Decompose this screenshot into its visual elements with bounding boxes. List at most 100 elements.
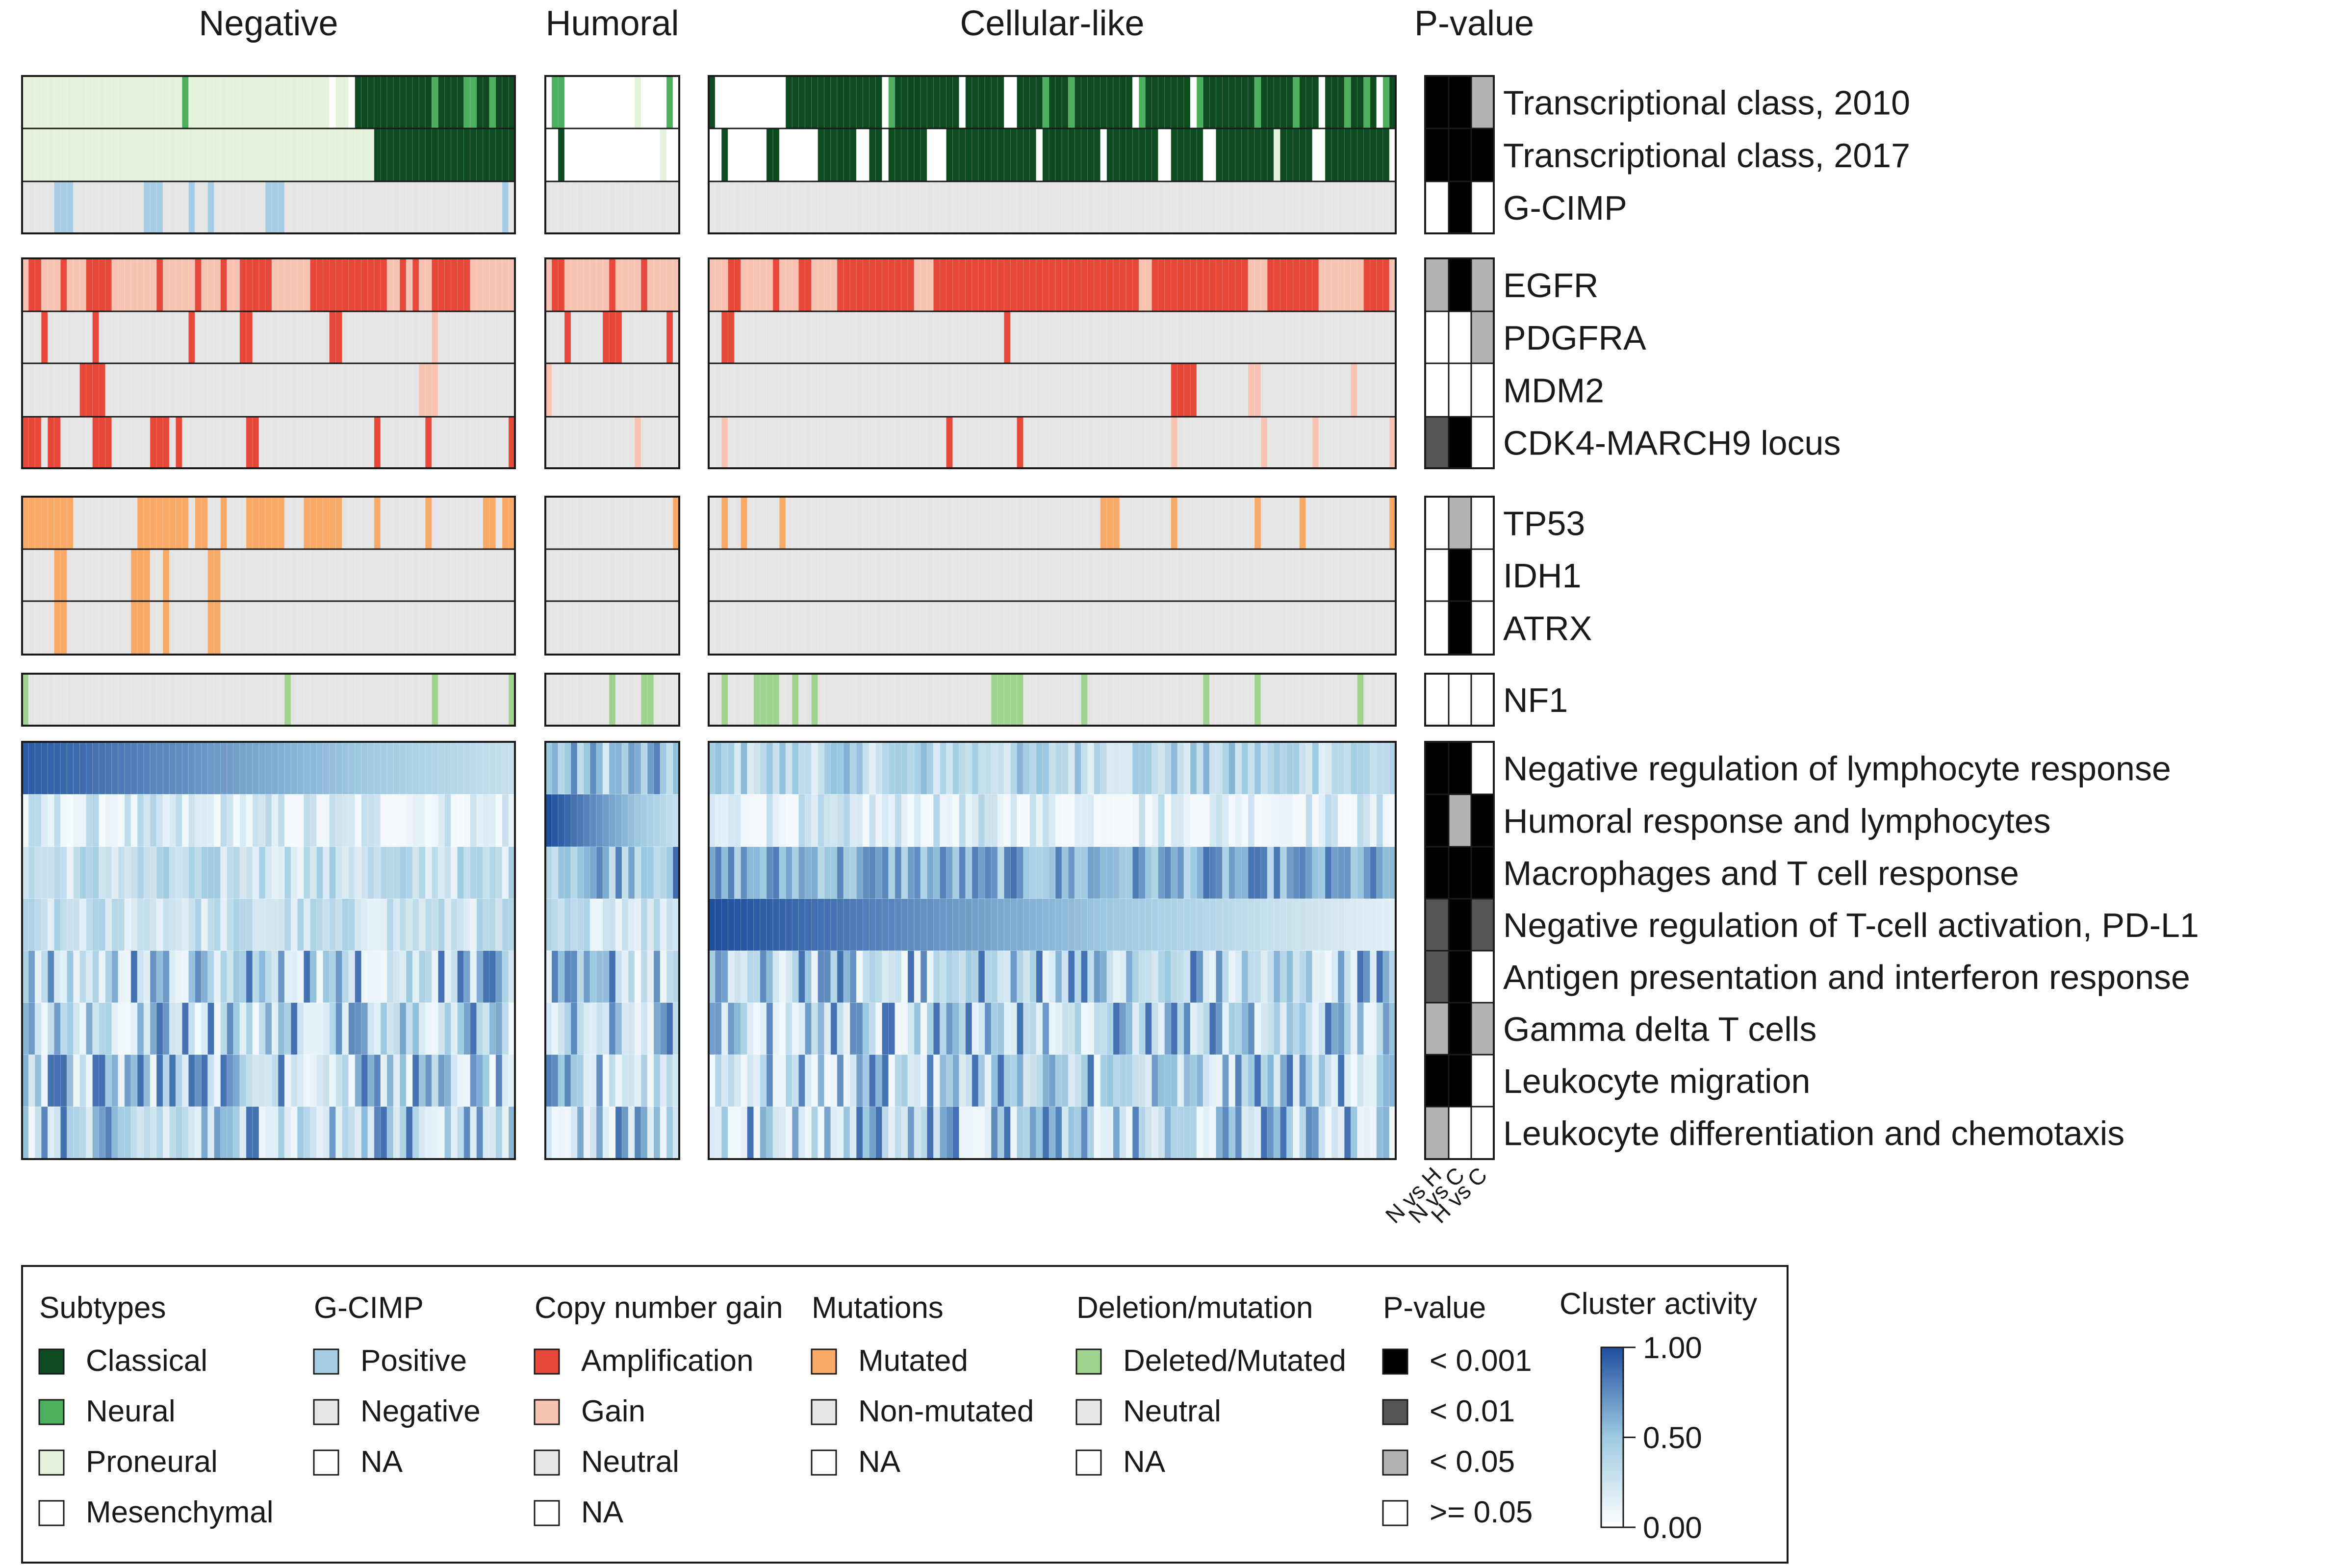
heat-cell-atrx-h-8 [589,601,597,655]
heat-cell-egfr-n-12 [92,258,100,312]
heat-cell-leukocyte-migration-n-59 [393,1054,401,1107]
heat-cell-idh1-c-93 [1299,549,1306,602]
heat-cell-cdk4-march9-locus-n-33 [227,416,234,469]
heat-cell-atrx-n-16 [118,601,125,655]
pvalue-cell-gamma-delta-t-cells-n-vs-c [1448,1002,1472,1056]
heat-cell-idh1-n-12 [92,549,100,602]
heat-cell-mdm2-n-7 [60,363,68,417]
colorbar-tick-label-2: 0.50 [1643,1421,1702,1455]
heat-cell-transcriptional-class-2017-c-100 [1344,128,1352,182]
heat-cell-leukocyte-differentiation-and-chemotaxis-c-63 [1106,1106,1114,1160]
heat-cell-humoral-response-and-lymphocytes-c-70 [1151,794,1159,847]
heat-cell-negative-regulation-of-lymphocyte-response-c-104 [1370,741,1377,795]
heat-cell-macrophages-and-t-cell-response-n-13 [99,846,106,899]
heat-cell-cdk4-march9-locus-n-45 [303,416,311,469]
heat-cell-egfr-c-75 [1183,258,1191,312]
heat-cell-gamma-delta-t-cells-h-20 [666,1002,674,1055]
heat-cell-transcriptional-class-2017-c-6 [740,128,748,182]
heat-cell-tp53-n-63 [418,496,426,550]
heat-cell-idh1-n-32 [220,549,228,602]
heat-cell-antigen-presentation-and-interferon-response-c-4 [727,950,735,1003]
heat-cell-transcriptional-class-2017-n-24 [169,128,177,182]
heat-cell-macrophages-and-t-cell-response-n-4 [41,846,49,899]
heat-cell-tp53-c-27 [875,496,883,550]
heat-cell-atrx-n-2 [28,601,36,655]
heat-cell-cdk4-march9-locus-n-18 [130,416,138,469]
heat-cell-gamma-delta-t-cells-c-101 [1350,1002,1358,1055]
heat-cell-negative-regulation-of-lymphocyte-response-c-15 [798,741,806,795]
heat-cell-macrophages-and-t-cell-response-n-7 [60,846,68,899]
heat-cell-leukocyte-differentiation-and-chemotaxis-c-51 [1029,1106,1037,1160]
heat-cell-antigen-presentation-and-interferon-response-c-106 [1382,950,1390,1003]
heat-cell-leukocyte-differentiation-and-chemotaxis-c-79 [1209,1106,1217,1160]
heat-cell-tp53-c-32 [907,496,915,550]
heat-cell-egfr-n-50 [335,258,343,312]
heat-cell-tp53-c-79 [1209,496,1217,550]
heat-cell-transcriptional-class-2017-n-49 [329,128,336,182]
heat-cell-negative-regulation-of-t-cell-activation-pd-l1-c-26 [869,898,876,951]
heat-cell-humoral-response-and-lymphocytes-n-64 [425,794,433,847]
heat-cell-humoral-response-and-lymphocytes-c-74 [1177,794,1185,847]
heat-cell-transcriptional-class-2017-c-78 [1202,128,1210,182]
heat-cell-nf1-n-29 [201,673,208,726]
heat-cell-nf1-n-43 [290,673,298,726]
heat-cell-leukocyte-differentiation-and-chemotaxis-n-71 [470,1106,477,1160]
heat-cell-nf1-n-50 [335,673,343,726]
heat-cell-negative-regulation-of-lymphocyte-response-c-13 [785,741,793,795]
heat-cell-cdk4-march9-locus-c-70 [1151,416,1159,469]
heat-cell-atrx-n-68 [450,601,458,655]
heat-cell-g-cimp-c-50 [1023,181,1030,234]
heat-cell-leukocyte-migration-c-4 [727,1054,735,1107]
heat-cell-cdk4-march9-locus-h-5 [570,416,578,469]
heat-cell-antigen-presentation-and-interferon-response-c-78 [1202,950,1210,1003]
heat-cell-g-cimp-c-66 [1125,181,1133,234]
heat-cell-mdm2-n-59 [393,363,401,417]
heat-cell-humoral-response-and-lymphocytes-n-32 [220,794,228,847]
heat-cell-pdgfra-n-74 [489,311,496,364]
heat-cell-gamma-delta-t-cells-c-4 [727,1002,735,1055]
heat-cell-negative-regulation-of-lymphocyte-response-h-13 [621,741,629,795]
heat-cell-antigen-presentation-and-interferon-response-c-62 [1100,950,1107,1003]
heat-cell-transcriptional-class-2010-c-72 [1164,76,1172,129]
heat-cell-negative-regulation-of-t-cell-activation-pd-l1-c-2 [715,898,722,951]
heat-cell-pdgfra-n-3 [34,311,42,364]
heat-cell-pdgfra-c-36 [933,311,941,364]
heat-cell-egfr-c-66 [1125,258,1133,312]
heat-cell-leukocyte-migration-c-86 [1254,1054,1262,1107]
heat-cell-negative-regulation-of-lymphocyte-response-c-99 [1337,741,1345,795]
heat-cell-transcriptional-class-2010-n-40 [271,76,279,129]
heat-cell-humoral-response-and-lymphocytes-c-104 [1370,794,1377,847]
heat-cell-nf1-n-75 [495,673,503,726]
heat-cell-leukocyte-differentiation-and-chemotaxis-h-17 [647,1106,655,1160]
heat-cell-antigen-presentation-and-interferon-response-n-72 [476,950,484,1003]
heat-cell-g-cimp-c-80 [1215,181,1223,234]
heat-cell-antigen-presentation-and-interferon-response-n-21 [150,950,157,1003]
heat-cell-nf1-c-40 [959,673,966,726]
heat-cell-pdgfra-n-61 [406,311,413,364]
heat-cell-leukocyte-differentiation-and-chemotaxis-n-63 [418,1106,426,1160]
heat-cell-gamma-delta-t-cells-c-75 [1183,1002,1191,1055]
heat-cell-antigen-presentation-and-interferon-response-h-19 [660,950,667,1003]
heat-cell-humoral-response-and-lymphocytes-c-96 [1318,794,1326,847]
heat-cell-gamma-delta-t-cells-n-14 [105,1002,112,1055]
heat-cell-negative-regulation-of-t-cell-activation-pd-l1-c-56 [1061,898,1069,951]
heat-cell-atrx-c-10 [766,601,774,655]
heat-cell-atrx-n-66 [437,601,445,655]
heat-cell-atrx-n-29 [201,601,208,655]
heat-cell-transcriptional-class-2017-n-72 [476,128,484,182]
heat-cell-nf1-c-49 [1016,673,1024,726]
heat-cell-transcriptional-class-2010-c-47 [1003,76,1011,129]
heat-cell-atrx-c-71 [1158,601,1165,655]
pvalue-cell-idh1-n-vs-c [1448,548,1472,602]
heat-cell-transcriptional-class-2017-n-65 [431,128,439,182]
heat-cell-negative-regulation-of-t-cell-activation-pd-l1-h-18 [653,898,661,951]
heat-cell-negative-regulation-of-t-cell-activation-pd-l1-c-32 [907,898,915,951]
heat-cell-egfr-h-2 [551,258,559,312]
heat-cell-mdm2-n-6 [53,363,61,417]
heat-cell-idh1-c-99 [1337,549,1345,602]
heat-cell-egfr-h-8 [589,258,597,312]
heat-cell-antigen-presentation-and-interferon-response-n-27 [188,950,196,1003]
heat-cell-negative-regulation-of-t-cell-activation-pd-l1-c-75 [1183,898,1191,951]
heat-cell-leukocyte-migration-c-92 [1293,1054,1300,1107]
heat-cell-atrx-h-11 [609,601,616,655]
